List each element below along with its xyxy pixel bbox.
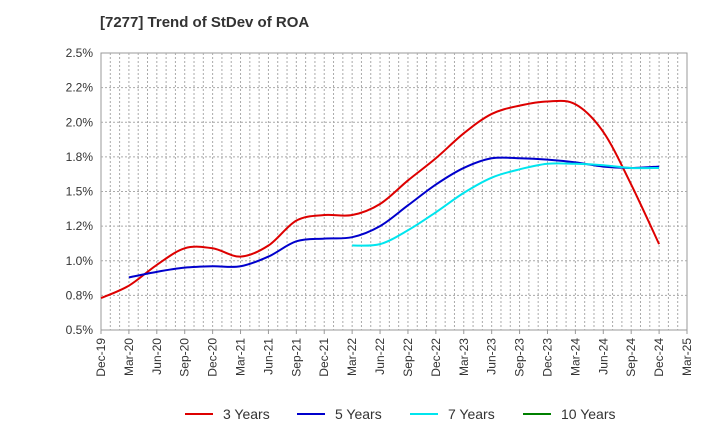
x-tick-label: Dec-20 [206,338,220,377]
legend-label-10-years: 10 Years [561,406,616,422]
legend-item-7-years: 7 Years [410,404,495,424]
y-tick-label: 2.0% [66,115,94,129]
x-tick-label: Mar-24 [568,338,582,376]
x-tick-label: Mar-25 [680,338,694,376]
y-axis-ticks: 0.5% 0.8% 1.0% 1.2% 1.5% 1.8% 2.0% 2.2% 2.5% [66,46,94,337]
legend-swatch-3-years [185,413,213,415]
series-line-7-years [352,162,660,247]
x-tick-label: Jun-22 [373,338,387,375]
y-tick-label: 1.5% [66,185,94,199]
x-axis-ticks: Dec-19 Mar-20 Jun-20 Sep-20 Dec-20 Mar-21 Jun-… [94,330,694,377]
x-tick-label: Jun-24 [596,338,610,375]
y-tick-label: 0.5% [66,323,94,337]
legend-item-5-years: 5 Years [297,404,382,424]
y-tick-label: 2.5% [66,46,94,60]
x-tick-label: Dec-22 [429,338,443,377]
x-tick-label: Sep-22 [401,338,415,377]
legend-item-3-years: 3 Years [185,404,270,424]
x-tick-label: Mar-21 [234,338,248,376]
x-tick-label: Jun-23 [485,338,499,375]
series-lines [100,99,661,300]
x-tick-label: Mar-20 [122,338,136,376]
line-chart: 0.5% 0.8% 1.0% 1.2% 1.5% 1.8% 2.0% 2.2% 2.5% Dec… [66,46,694,377]
series-line-5-years [128,156,660,279]
x-tick-label: Sep-21 [289,338,303,377]
x-tick-label: Sep-20 [178,338,192,377]
y-tick-label: 2.2% [66,81,94,95]
x-tick-label: Jun-20 [150,338,164,375]
legend-label-5-years: 5 Years [335,406,382,422]
x-tick-label: Dec-24 [652,338,666,377]
x-tick-label: Sep-23 [513,338,527,377]
legend-item-10-years: 10 Years [523,404,616,424]
y-tick-label: 0.8% [66,288,94,302]
legend-swatch-7-years [410,413,438,415]
series-line-3-years [100,99,661,300]
y-tick-label: 1.8% [66,150,94,164]
x-tick-label: Dec-21 [317,338,331,377]
legend-swatch-5-years [297,413,325,415]
x-tick-label: Mar-22 [345,338,359,376]
legend: 3 Years 5 Years 7 Years 10 Years [0,404,720,428]
x-tick-label: Dec-23 [540,338,554,377]
y-tick-label: 1.0% [66,254,94,268]
legend-label-7-years: 7 Years [448,406,495,422]
grid [101,53,687,330]
x-tick-label: Mar-23 [457,338,471,376]
legend-label-3-years: 3 Years [223,406,270,422]
x-tick-label: Jun-21 [261,338,275,375]
y-tick-label: 1.2% [66,219,94,233]
chart-title: [7277] Trend of StDev of ROA [100,14,310,31]
x-tick-label: Dec-19 [94,338,108,377]
x-tick-label: Sep-24 [624,338,638,377]
legend-swatch-10-years [523,413,551,415]
